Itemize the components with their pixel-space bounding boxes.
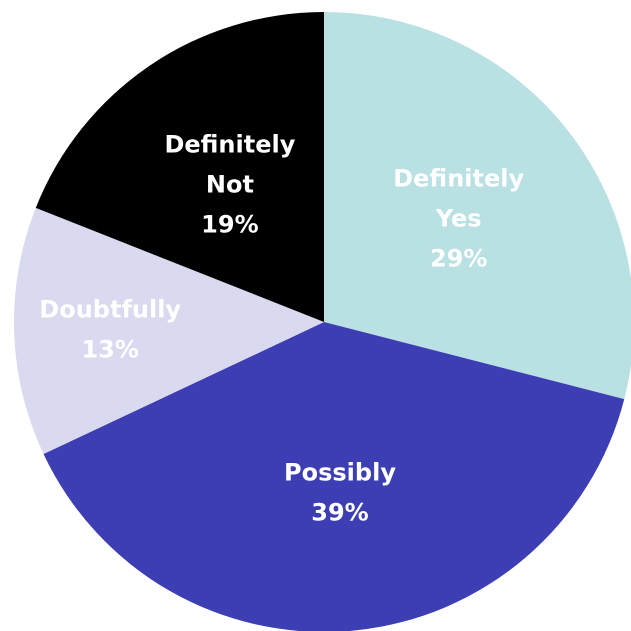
slice-label-line: 19% <box>201 211 258 239</box>
slice-label-doubtfully: Doubtfully 13% <box>39 296 181 364</box>
pie-slice-possibly <box>43 322 625 631</box>
slice-label-line: Possibly <box>284 459 396 487</box>
slice-label-line: 29% <box>430 245 487 273</box>
slice-label-possibly: Possibly 39% <box>284 459 396 527</box>
pie-labels: Definitely Yes 29% Possibly 39% Doubtfully 13%… <box>39 131 524 527</box>
slice-label-definitely-yes: Definitely Yes 29% <box>393 165 524 273</box>
slice-label-line: Definitely <box>164 131 295 159</box>
slice-label-line: 39% <box>311 499 368 527</box>
pie-slice-definitely-yes <box>324 12 631 400</box>
slice-label-line: Definitely <box>393 165 524 193</box>
slice-label-line: Yes <box>435 205 482 233</box>
pie-slice-definitely-not <box>35 12 325 322</box>
slice-label-line: 13% <box>81 336 138 364</box>
slice-label-line: Not <box>206 171 254 199</box>
pie-slices <box>13 12 631 631</box>
slice-label-line: Doubtfully <box>39 296 181 324</box>
slice-label-definitely-not: Definitely Not 19% <box>164 131 295 239</box>
pie-slice-doubtfully <box>13 207 324 454</box>
